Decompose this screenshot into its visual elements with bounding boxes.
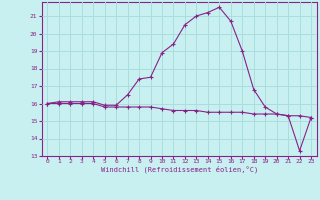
X-axis label: Windchill (Refroidissement éolien,°C): Windchill (Refroidissement éolien,°C) <box>100 165 258 173</box>
